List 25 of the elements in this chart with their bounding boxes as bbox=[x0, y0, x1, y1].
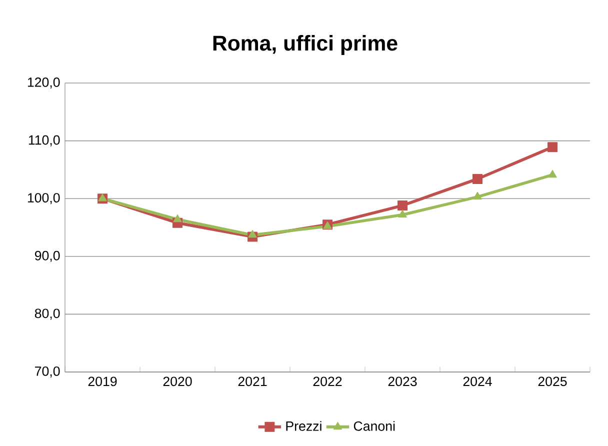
point bbox=[472, 174, 482, 184]
legend-label: Prezzi bbox=[286, 421, 322, 431]
point bbox=[547, 142, 558, 152]
x-tick-label: 2021 bbox=[238, 376, 267, 386]
x-tick-label: 2024 bbox=[463, 376, 492, 386]
y-tick-label: 90,0 bbox=[34, 250, 60, 262]
point bbox=[248, 230, 257, 238]
y-tick-label: 70,0 bbox=[35, 366, 60, 378]
y-tick-label: 100,0 bbox=[28, 193, 60, 204]
x-tick-label: 2020 bbox=[163, 376, 192, 386]
legend-label: Canoni bbox=[354, 421, 395, 431]
x-tick-label: 2023 bbox=[388, 376, 417, 386]
y-tick-label: 110,0 bbox=[28, 135, 60, 146]
y-tick-label: 120,0 bbox=[28, 78, 60, 89]
point bbox=[98, 194, 107, 202]
point bbox=[398, 210, 407, 218]
x-tick-label: 2019 bbox=[88, 376, 117, 386]
point bbox=[548, 170, 557, 178]
point bbox=[473, 192, 482, 200]
chart-title: Roma, uffici prime bbox=[213, 35, 398, 55]
x-tick-label: 2022 bbox=[313, 376, 342, 386]
x-tick-label: 2025 bbox=[538, 376, 567, 386]
y-tick-label: 80,0 bbox=[34, 308, 60, 320]
point bbox=[397, 200, 408, 211]
point bbox=[173, 214, 182, 222]
